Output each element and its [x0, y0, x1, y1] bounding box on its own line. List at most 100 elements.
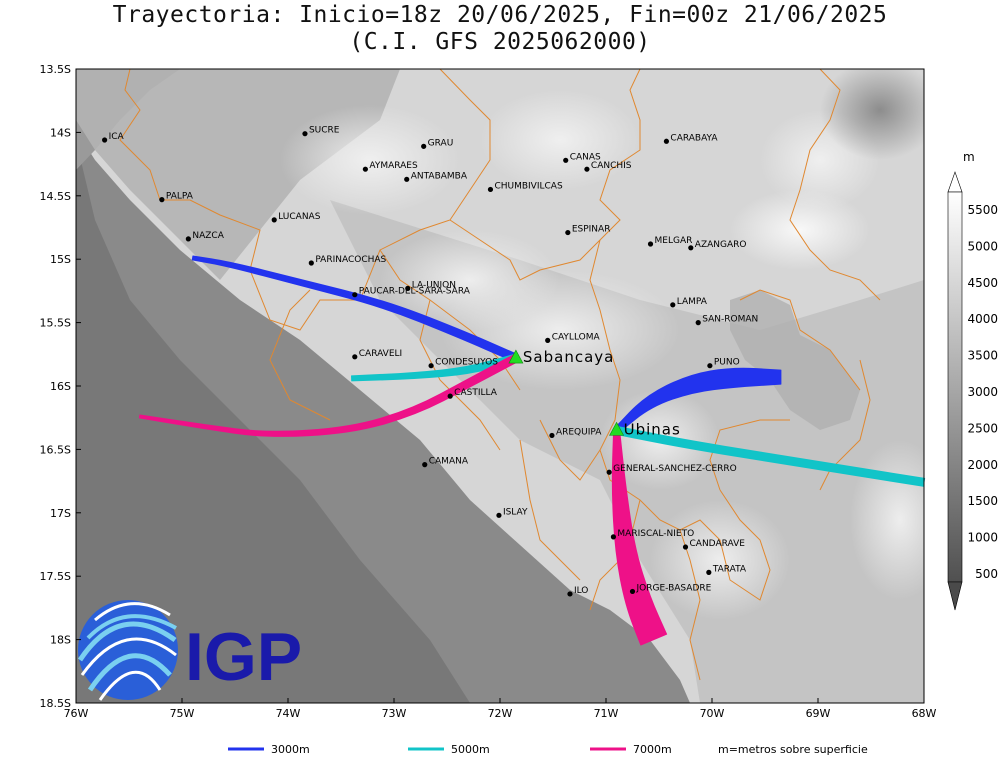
volcano-label: Sabancaya	[523, 348, 614, 366]
y-tick-label: 14S	[50, 126, 71, 139]
place-marker	[302, 131, 308, 137]
chart-title-line2: (C.I. GFS 2025062000)	[349, 29, 651, 55]
place-marker	[707, 363, 713, 369]
y-tick-label: 17.5S	[40, 570, 71, 583]
place-label: MARISCAL-NIETO	[617, 529, 694, 539]
place-marker	[647, 241, 654, 247]
colorbar-label: 2500	[967, 421, 998, 435]
legend-note: m=metros sobre superficie	[718, 743, 868, 756]
chart-title-line1: Trayectoria: Inicio=18z 20/06/2025, Fin=…	[112, 2, 888, 28]
place-label: NAZCA	[192, 231, 224, 241]
place-label: CASTILLA	[454, 388, 498, 398]
y-tick-label: 16S	[50, 380, 71, 393]
place-marker	[421, 143, 427, 149]
y-tick-label: 16.5S	[40, 443, 71, 456]
place-label: MELGAR	[655, 236, 693, 246]
place-marker	[567, 591, 573, 597]
x-tick-label: 69W	[806, 707, 831, 720]
place-label: LUCANAS	[278, 212, 320, 222]
place-label: ICA	[109, 132, 125, 142]
place-marker	[159, 197, 165, 203]
place-label: CAYLLOMA	[552, 332, 601, 342]
place-label: PALPA	[166, 192, 194, 202]
colorbar-label: 1500	[967, 494, 998, 508]
y-tick-label: 18S	[50, 634, 71, 647]
place-label: CAMANA	[429, 457, 469, 467]
colorbar-label: 4500	[967, 276, 998, 290]
igp-logo-text: IGP	[185, 619, 302, 695]
place-marker	[545, 337, 551, 343]
place-marker	[102, 137, 108, 143]
colorbar-unit: m	[963, 150, 975, 164]
colorbar-label: 3500	[967, 349, 998, 363]
place-marker	[308, 260, 314, 266]
lake-titicaca-area	[730, 290, 860, 430]
place-label: JORGE-BASADRE	[636, 583, 712, 593]
x-tick-label: 68W	[912, 707, 937, 720]
legend: 3000m 5000m 7000m m=metros sobre superficie	[228, 743, 868, 756]
place-marker	[584, 166, 590, 172]
place-label: LAMPA	[677, 297, 708, 307]
place-marker	[405, 285, 411, 291]
x-tick-label: 71W	[594, 707, 619, 720]
x-tick-label: 72W	[488, 707, 513, 720]
place-label: ANTABAMBA	[411, 171, 468, 181]
x-tick-label: 76W	[64, 707, 89, 720]
trajectory-sabancaya-3000m	[191, 255, 518, 363]
colorbar-label: 4000	[967, 312, 998, 326]
x-tick-label: 70W	[700, 707, 725, 720]
terrain-layer	[76, 69, 924, 703]
y-tick-label: 17S	[50, 507, 71, 520]
place-label: CANCHIS	[591, 161, 632, 171]
colorbar: m 500 1000 1500 2000 2500 3000 3500 4000 4500 500…	[947, 150, 998, 611]
place-marker	[610, 534, 617, 540]
place-marker	[565, 229, 571, 236]
colorbar-label: 3000	[967, 385, 998, 399]
place-label: LA-UNION	[412, 280, 456, 290]
place-label: ESPINAR	[572, 225, 611, 235]
x-tick-label: 73W	[382, 707, 407, 720]
place-label: PARINACOCHAS	[315, 255, 386, 265]
place-marker	[549, 432, 555, 439]
place-marker	[422, 462, 428, 468]
colorbar-label: 5500	[967, 203, 998, 217]
place-marker	[271, 217, 277, 223]
colorbar-label: 5000	[967, 239, 998, 253]
place-marker	[682, 544, 689, 550]
ocean-dark	[76, 140, 470, 703]
place-marker	[352, 354, 358, 360]
place-label: CONDESUYOS	[435, 358, 498, 368]
place-label: PAUCAR-DEL-SARA-SARA	[359, 287, 471, 297]
volcano-ubinas-icon	[609, 421, 625, 436]
legend-label: 3000m	[271, 743, 310, 756]
place-label: ISLAY	[503, 507, 528, 517]
y-tick-label: 18.5S	[40, 697, 71, 710]
volcanoes-layer: Sabancaya Ubinas	[508, 348, 680, 438]
place-marker	[688, 245, 694, 251]
colorbar-label: 2000	[967, 458, 998, 472]
axes-layer: 76W 75W 74W 73W 72W 71W 70W 69W 68W 13.5S 14S 14.5S…	[40, 63, 937, 720]
place-label: GENERAL-SANCHEZ-CERRO	[613, 464, 737, 474]
place-label: CARABAYA	[670, 133, 718, 143]
place-label: SUCRE	[309, 126, 340, 136]
y-tick-label: 15S	[50, 253, 71, 266]
legend-label: 7000m	[633, 743, 672, 756]
place-label: CANAS	[570, 152, 601, 162]
place-marker	[428, 363, 434, 369]
place-label: AYMARAES	[369, 161, 418, 171]
place-marker	[447, 393, 453, 399]
place-marker	[706, 569, 712, 575]
legend-label: 5000m	[451, 743, 490, 756]
place-label: PUNO	[714, 358, 740, 368]
boundaries-layer	[119, 69, 881, 681]
place-label: CANDARAVE	[690, 539, 746, 549]
trajectory-ubinas-7000m	[611, 429, 668, 646]
colorbar-label: 500	[975, 567, 998, 581]
place-label: AREQUIPA	[556, 427, 602, 437]
colorbar-label: 1000	[967, 531, 998, 545]
volcano-sabancaya-icon	[508, 349, 524, 364]
y-tick-label: 15.5S	[40, 317, 71, 330]
trajectory-ubinas-5000m	[615, 425, 926, 487]
place-marker	[606, 469, 612, 475]
trajectory-sabancaya-7000m	[138, 354, 519, 437]
